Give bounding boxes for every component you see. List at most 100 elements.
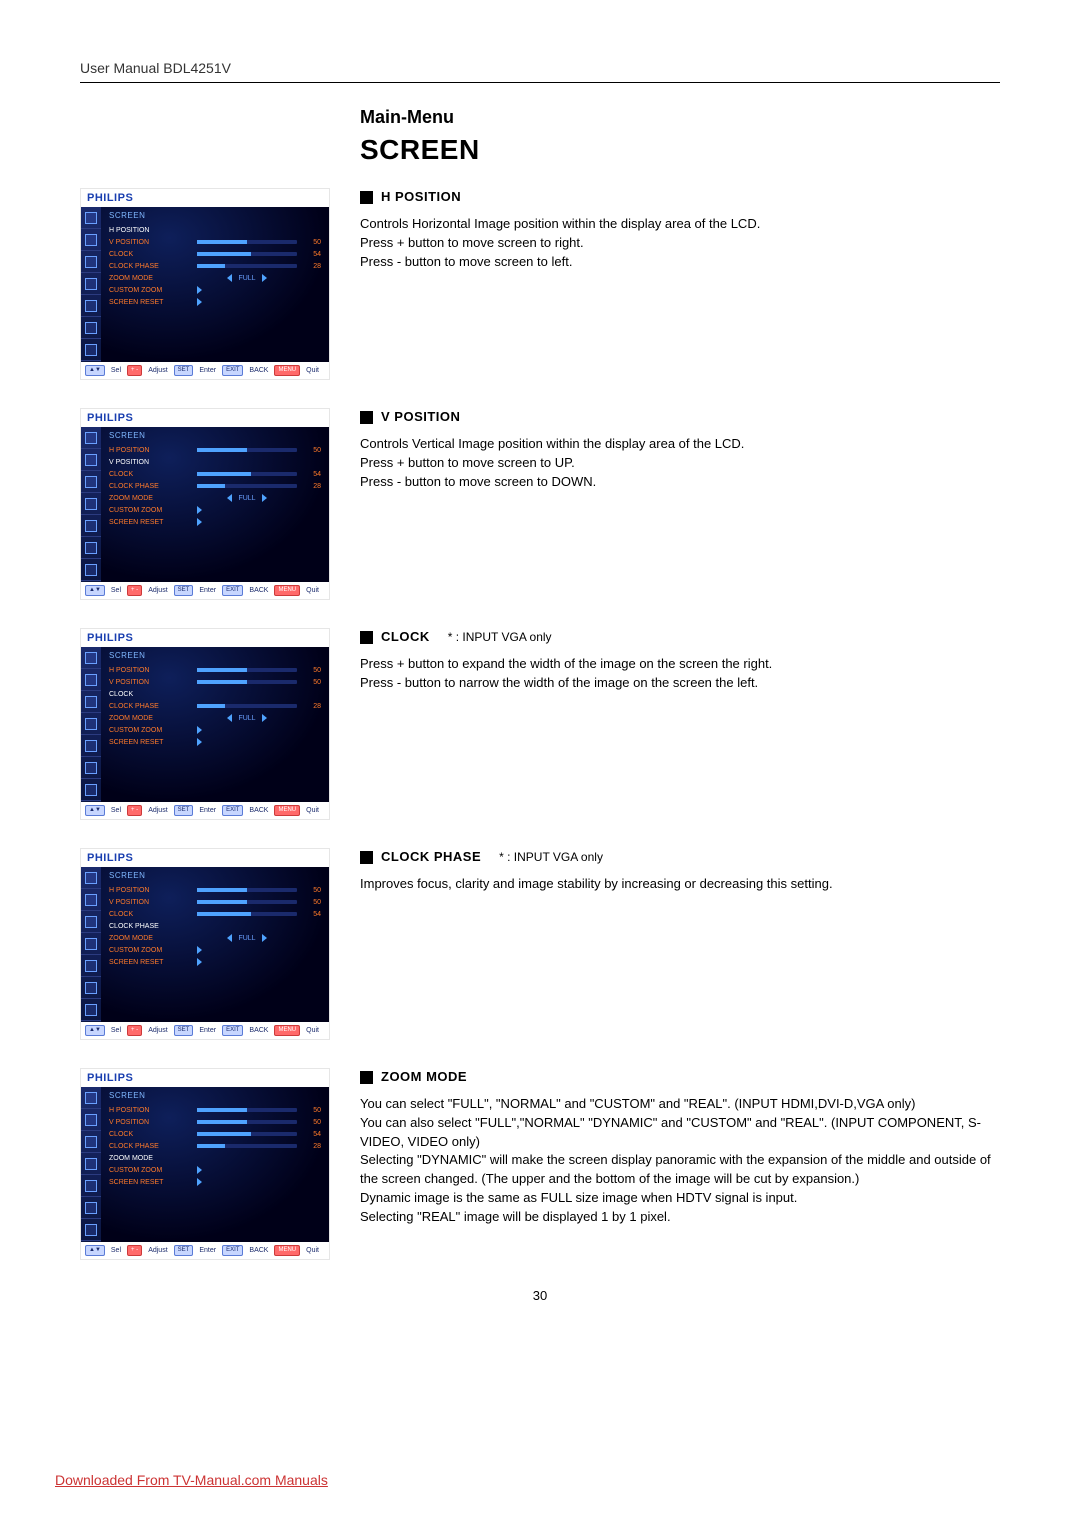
description-heading: CLOCK* : INPUT VGA only [360,628,1000,647]
bullet-square-icon [360,191,373,204]
osd-footer-btn-icon: SET [174,805,194,816]
osd-footer-label: Sel [111,587,121,594]
osd-row-label: V POSITION [109,899,191,906]
description-body: Controls Horizontal Image position withi… [360,215,1000,272]
arrow-left-icon [227,714,232,722]
osd-row-label: CUSTOM ZOOM [109,727,191,734]
osd-footer-btn-icon: EXIT [222,1245,243,1256]
osd-slider-value: 50 [303,1119,321,1126]
osd-menu-row: H POSITION50 [109,884,321,896]
sidebar-glyph-icon [85,916,97,928]
osd-row-label: H POSITION [109,667,191,674]
osd-menu-row: ZOOM MODEFULL [109,492,321,504]
osd-slider-value: 28 [303,1143,321,1150]
description-line: Selecting "REAL" image will be displayed… [360,1208,1000,1227]
osd-sidebar-icon [81,471,101,493]
osd-footer-label: Sel [111,1027,121,1034]
osd-menu-row: CLOCK PHASE28 [109,260,321,272]
osd-sidebar [81,867,101,1022]
osd-slider [197,264,297,268]
osd-menu-row: CLOCK PHASE28 [109,700,321,712]
osd-body: SCREENH POSITION50V POSITION50CLOCK54CLO… [81,867,329,1022]
osd-footer-label: Adjust [148,807,167,814]
osd-slider-fill [197,1144,225,1148]
sidebar-glyph-icon [85,938,97,950]
sidebar-glyph-icon [85,740,97,752]
osd-menu-row: CLOCK PHASE28 [109,1140,321,1152]
sidebar-glyph-icon [85,542,97,554]
osd-sidebar-icon [81,669,101,691]
osd-slider [197,252,297,256]
osd-row-label: CLOCK [109,1131,191,1138]
description-column: V POSITIONControls Vertical Image positi… [360,408,1000,491]
osd-row-label: SCREEN RESET [109,1179,191,1186]
osd-slider-fill [197,680,247,684]
sidebar-glyph-icon [85,256,97,268]
osd-slider-fill [197,240,247,244]
osd-slider [197,448,297,452]
description-line: Dynamic image is the same as FULL size i… [360,1189,1000,1208]
osd-slider-fill [197,1120,247,1124]
description-line: Press - button to move screen to DOWN. [360,473,1000,492]
description-line: Press - button to narrow the width of th… [360,674,1000,693]
osd-mode-selector: FULL [197,934,297,942]
osd-footer-btn-icon: ▲▼ [85,805,105,816]
arrow-left-icon [227,494,232,502]
osd-slider-fill [197,888,247,892]
osd-menu-row: V POSITION50 [109,236,321,248]
osd-footer-label: Enter [199,1027,216,1034]
osd-slider-fill [197,264,225,268]
osd-footer-label: Adjust [148,1247,167,1254]
osd-row-label: H POSITION [109,227,191,234]
description-column: CLOCK* : INPUT VGA onlyPress + button to… [360,628,1000,693]
osd-sidebar-icon [81,735,101,757]
osd-menu-row: CLOCK54 [109,908,321,920]
osd-menu-row: V POSITION50 [109,1116,321,1128]
osd-submenu-arrow [197,946,297,954]
osd-submenu-arrow [197,738,297,746]
osd-menu-header: SCREEN [109,1091,321,1100]
osd-slider [197,1120,297,1124]
description-body: Controls Vertical Image position within … [360,435,1000,492]
main-menu-label: Main-Menu [360,107,1000,128]
osd-footer: ▲▼Sel+ -AdjustSETEnterEXITBACKMENUQuit [81,582,329,599]
osd-menu-row: H POSITION50 [109,664,321,676]
page: User Manual BDL4251V Main-Menu SCREEN PH… [0,0,1080,1343]
osd-row-label: CLOCK [109,251,191,258]
osd-menu-row: ZOOM MODEFULL [109,712,321,724]
osd-row-label: CLOCK PHASE [109,263,191,270]
description-line: Press + button to move screen to right. [360,234,1000,253]
osd-row-label: CLOCK [109,911,191,918]
osd-footer-btn-icon: ▲▼ [85,1025,105,1036]
osd-sidebar-icon [81,757,101,779]
arrow-right-icon [197,286,202,294]
osd-sidebar-icon [81,317,101,339]
arrow-right-icon [197,958,202,966]
osd-row-label: ZOOM MODE [109,1155,191,1162]
osd-row-label: CLOCK PHASE [109,703,191,710]
osd-menu-header: SCREEN [109,431,321,440]
osd-sidebar-icon [81,493,101,515]
osd-sidebar-icon [81,537,101,559]
osd-body: SCREENH POSITION50V POSITIONCLOCK54CLOCK… [81,427,329,582]
osd-footer: ▲▼Sel+ -AdjustSETEnterEXITBACKMENUQuit [81,362,329,379]
osd-slider-fill [197,484,225,488]
osd-slider-value: 50 [303,239,321,246]
osd-slider-fill [197,252,251,256]
osd-footer-label: Quit [306,587,319,594]
osd-row-label: CUSTOM ZOOM [109,287,191,294]
osd-menu-row: SCREEN RESET [109,736,321,748]
osd-sidebar-icon [81,867,101,889]
arrow-right-icon [262,274,267,282]
osd-footer-btn-icon: + - [127,805,142,816]
osd-footer-btn-icon: + - [127,585,142,596]
sidebar-glyph-icon [85,696,97,708]
osd-slider [197,912,297,916]
sidebar-glyph-icon [85,564,97,576]
description-title: CLOCK PHASE [381,848,481,867]
footer-link[interactable]: Downloaded From TV-Manual.com Manuals [55,1472,328,1488]
description-title: CLOCK [381,628,430,647]
osd-sidebar-icon [81,449,101,471]
sidebar-glyph-icon [85,322,97,334]
osd-row-label: CLOCK PHASE [109,923,191,930]
